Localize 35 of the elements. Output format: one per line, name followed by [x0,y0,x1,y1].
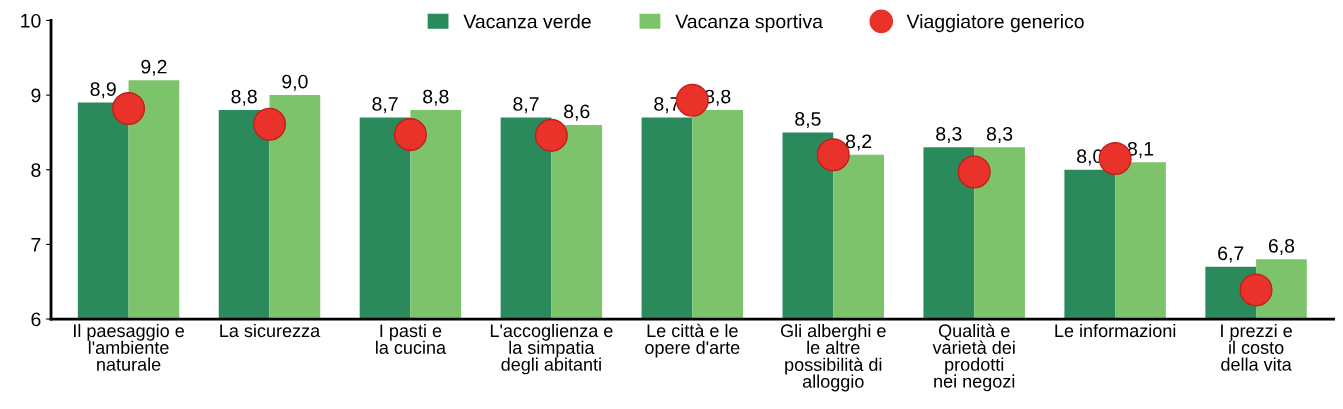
data-label: 8,8 [423,89,449,106]
x-tick-label: Le informazioni [1055,323,1176,338]
legend-label: Vacanza verde [463,14,591,29]
data-label: 8,7 [372,97,398,114]
point [1239,273,1273,307]
y-tick-label: 8 [31,163,41,177]
x-tick-label: Qualità e varietà dei prodotti nei negozi [932,323,1015,392]
data-label: 9,0 [282,74,308,91]
legend-label: Vacanza sportiva [675,14,823,33]
x-tick-label: I pasti e la cucina [376,323,447,354]
legend-label: Viaggiatore generico [906,14,1084,33]
x-tick-label: La sicurezza [220,323,321,338]
point [957,155,991,189]
y-tick-label: 6 [31,312,41,327]
data-label: 8,7 [513,97,539,114]
x-tick-label: Gli alberghi e le altre possibilità di alloggio [780,323,886,392]
y-tick-label: 9 [31,88,41,103]
data-label: 8,5 [795,112,821,129]
data-label: 8,2 [845,134,872,151]
y-tick-label: 7 [31,238,41,252]
data-label: 8,3 [986,126,1013,144]
data-label: 8,3 [936,126,962,144]
point [393,118,427,152]
x-tick-label: Le città e le opere d'arte [645,323,740,358]
x-tick-label: I prezzi e il costo della vita [1221,323,1292,371]
data-label: 6,8 [1268,238,1295,255]
x-tick-label: L'accoglienza e la simpatia degli abitanti [490,323,613,375]
data-label: 8,9 [90,82,116,99]
x-tick-label: Il paesaggio e l'ambiente naturale [74,323,184,371]
data-label: 8,6 [564,104,590,121]
data-label: 6,7 [1218,246,1244,263]
data-label: 9,2 [141,59,167,76]
point [252,107,287,141]
y-tick-label: 10 [21,13,41,28]
data-label: 8,8 [231,89,257,106]
